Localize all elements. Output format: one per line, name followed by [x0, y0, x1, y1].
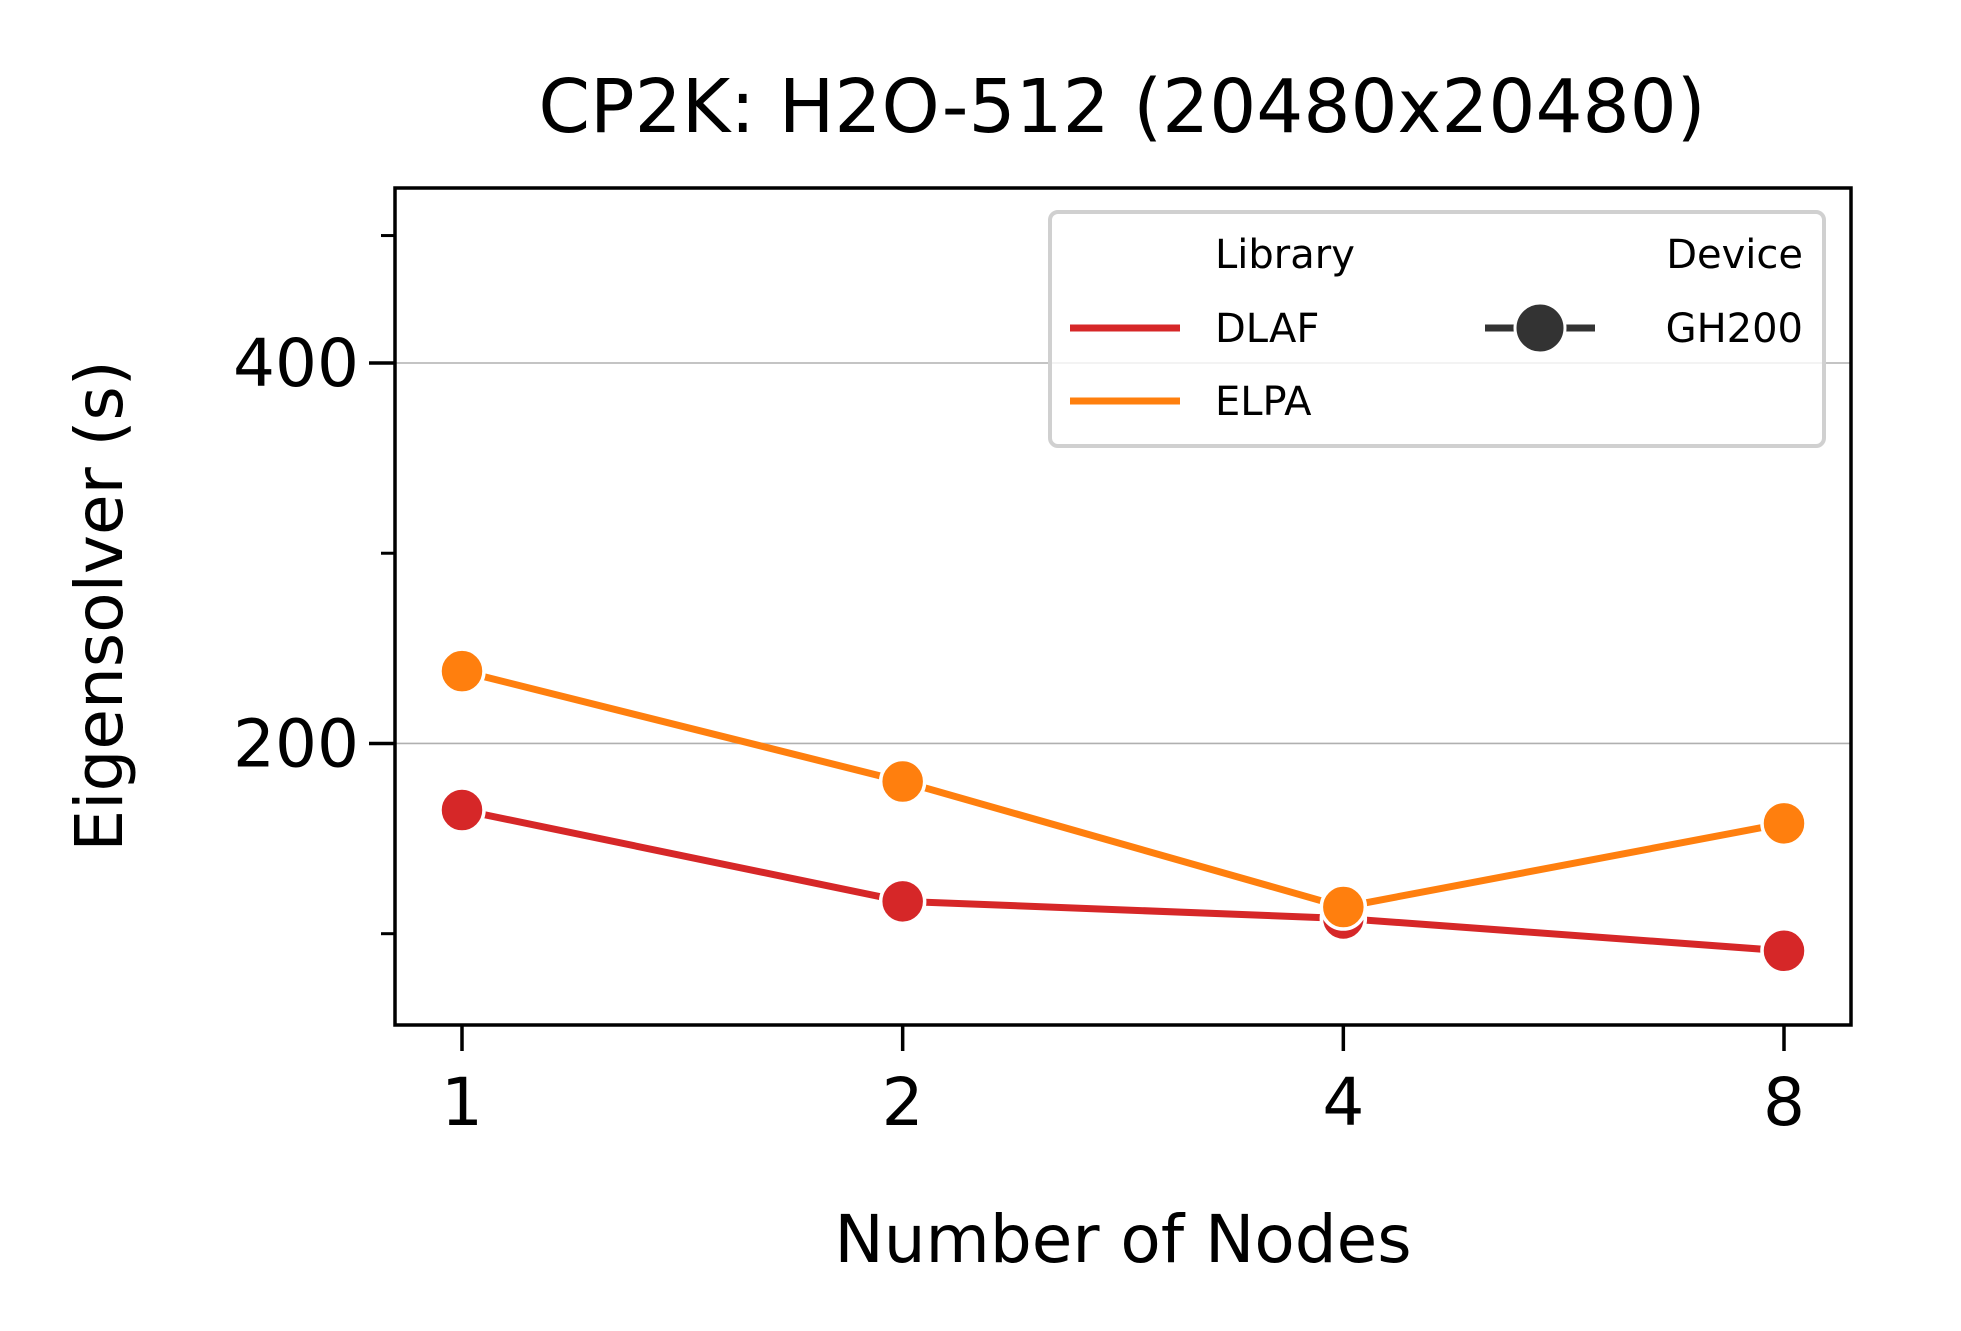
x-axis: 1 2 4 8 [441, 1025, 1805, 1141]
data-point-elpa-1 [438, 647, 486, 695]
data-point-dlaf-8 [1760, 927, 1808, 975]
data-point-dlaf-2 [878, 877, 927, 926]
x-tick-label-8: 8 [1763, 1064, 1805, 1141]
data-point-elpa-8 [1760, 799, 1808, 848]
y-axis-label: Eigensolver (s) [61, 360, 138, 851]
legend-box [1048, 210, 1826, 448]
chart-title: CP2K: H2O-512 (20480x20480) [538, 64, 1705, 150]
legend-label-gh200: GH200 [1666, 306, 1803, 352]
series-line-elpa [461, 667, 1785, 911]
legend-label-elpa: ELPA [1215, 379, 1312, 425]
legend-label-dlaf: DLAF [1215, 306, 1319, 352]
legend-style-title: Device [1666, 232, 1803, 278]
series-line-dlaf [461, 806, 1785, 955]
data-point-elpa-4 [1319, 883, 1368, 931]
y-tick-label-400: 400 [233, 325, 359, 402]
legend-hue-title: Library [1215, 232, 1355, 278]
legend-marker-gh200 [1513, 301, 1567, 355]
y-tick-label-200: 200 [233, 705, 359, 782]
x-tick-label-4: 4 [1322, 1064, 1364, 1141]
data-point-elpa-2 [878, 757, 927, 806]
y-axis: 200 400 [233, 234, 395, 936]
x-tick-label-1: 1 [441, 1064, 483, 1141]
plot-area-frame [393, 186, 1853, 1027]
series-layer [438, 647, 1808, 975]
legend: Library DLAF ELPA Device GH200 [1048, 210, 1826, 448]
data-point-dlaf-1 [438, 786, 486, 834]
x-axis-label: Number of Nodes [834, 1201, 1411, 1278]
x-tick-label-2: 2 [882, 1064, 924, 1141]
